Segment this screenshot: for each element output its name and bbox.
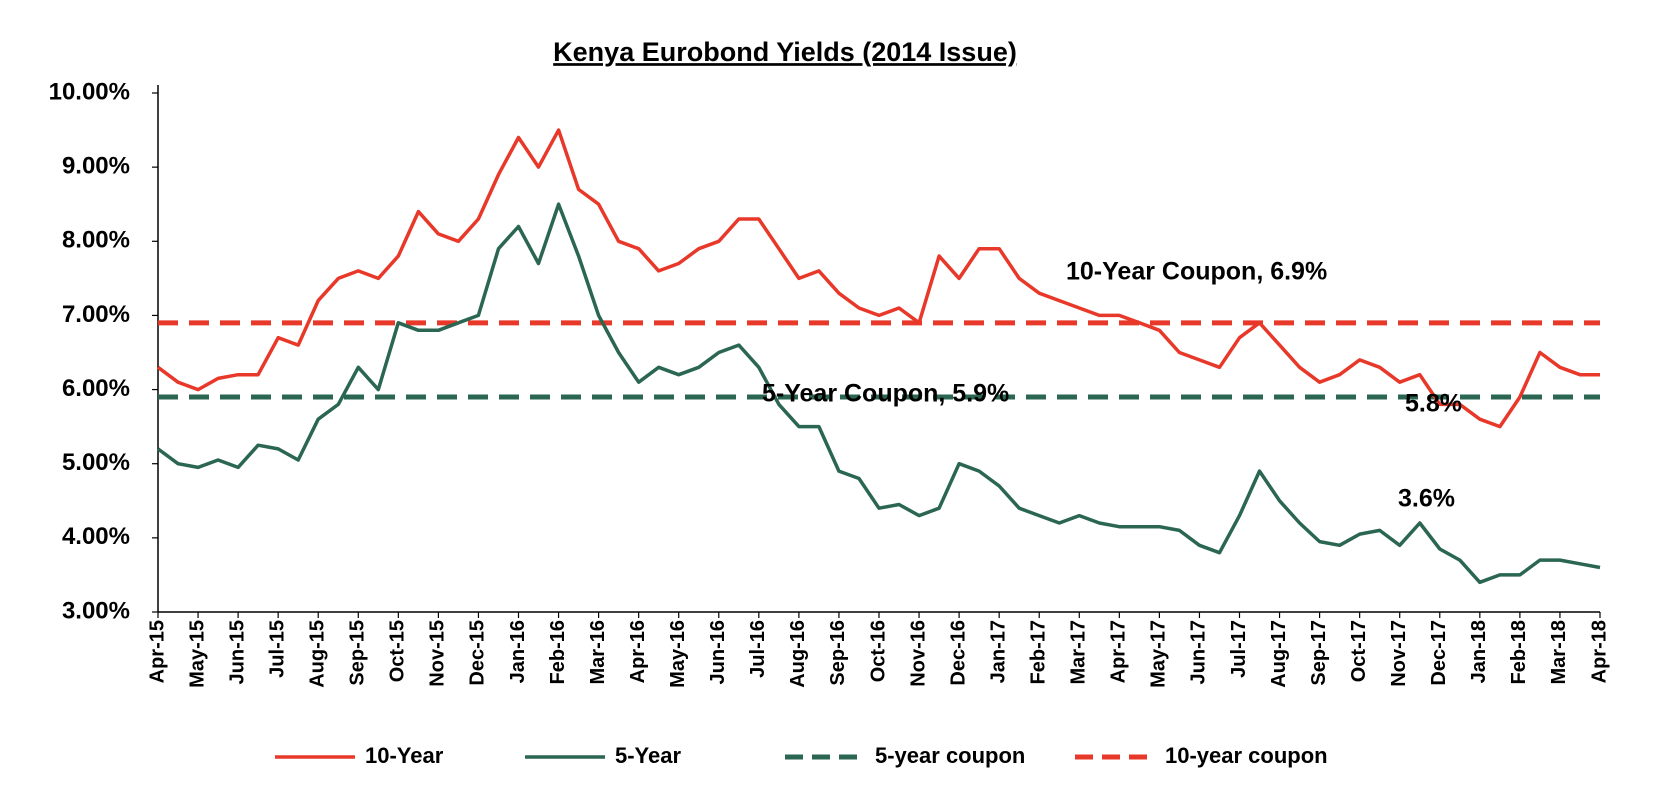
legend-label: 5-year coupon (875, 743, 1025, 768)
x-tick-label: Sep-17 (1308, 620, 1330, 686)
annotation: 5.8% (1405, 390, 1462, 418)
x-tick-label: Feb-18 (1508, 620, 1530, 684)
x-tick-label: Apr-16 (627, 620, 649, 683)
series-line (156, 202, 1601, 585)
x-tick-label: May-17 (1148, 620, 1170, 688)
x-tick-label: Jul-16 (747, 620, 769, 678)
x-tick-label: Sep-16 (827, 620, 849, 686)
x-tick-label: Mar-18 (1548, 620, 1570, 684)
x-tick-label: Dec-17 (1428, 620, 1450, 686)
x-tick-label: Jun-16 (707, 620, 729, 684)
y-tick-label: 10.00% (49, 78, 130, 105)
x-tick-label: May-16 (667, 620, 689, 688)
x-tick-label: Dec-16 (947, 620, 969, 686)
x-tick-label: Mar-17 (1068, 620, 1090, 684)
x-tick-label: Aug-17 (1268, 620, 1290, 688)
x-tick-label: May-15 (186, 620, 208, 688)
x-tick-label: Jan-16 (507, 620, 529, 683)
x-tick-label: Apr-18 (1588, 620, 1610, 683)
x-tick-label: Apr-15 (146, 620, 168, 683)
y-tick-label: 8.00% (62, 227, 130, 254)
x-tick-label: Dec-15 (467, 620, 489, 686)
x-tick-label: Mar-16 (587, 620, 609, 684)
y-tick-label: 5.00% (62, 449, 130, 476)
x-tick-label: Nov-17 (1388, 620, 1410, 687)
x-tick-label: Sep-15 (347, 620, 369, 686)
y-tick-label: 9.00% (62, 152, 130, 179)
x-tick-label: Apr-17 (1108, 620, 1130, 683)
x-tick-label: Jul-17 (1228, 620, 1250, 678)
x-tick-label: Aug-15 (307, 620, 329, 688)
x-tick-label: Nov-16 (907, 620, 929, 687)
x-tick-label: Nov-15 (427, 620, 449, 687)
annotation: 5-Year Coupon, 5.9% (762, 380, 1009, 408)
legend-label: 10-Year (365, 743, 444, 768)
x-tick-label: Jan-18 (1468, 620, 1490, 683)
x-tick-label: Jan-17 (987, 620, 1009, 683)
x-tick-label: Jul-15 (266, 620, 288, 678)
annotation: 10-Year Coupon, 6.9% (1066, 258, 1327, 286)
x-tick-label: Jun-15 (226, 620, 248, 684)
x-tick-label: Oct-16 (867, 620, 889, 682)
y-tick-label: 4.00% (62, 523, 130, 550)
x-tick-label: Jun-17 (1188, 620, 1210, 684)
legend-label: 5-Year (615, 743, 681, 768)
x-tick-label: Aug-16 (787, 620, 809, 688)
x-tick-label: Feb-16 (547, 620, 569, 684)
x-tick-label: Oct-17 (1348, 620, 1370, 682)
annotation: 3.6% (1398, 485, 1455, 513)
chart-title: Kenya Eurobond Yields (2014 Issue) (553, 37, 1017, 67)
x-tick-label: Oct-15 (387, 620, 409, 682)
legend-label: 10-year coupon (1165, 743, 1328, 768)
series-line (156, 128, 1600, 429)
x-tick-label: Feb-17 (1028, 620, 1050, 684)
y-tick-label: 6.00% (62, 375, 130, 402)
y-tick-label: 3.00% (62, 597, 130, 624)
y-tick-label: 7.00% (62, 301, 130, 328)
